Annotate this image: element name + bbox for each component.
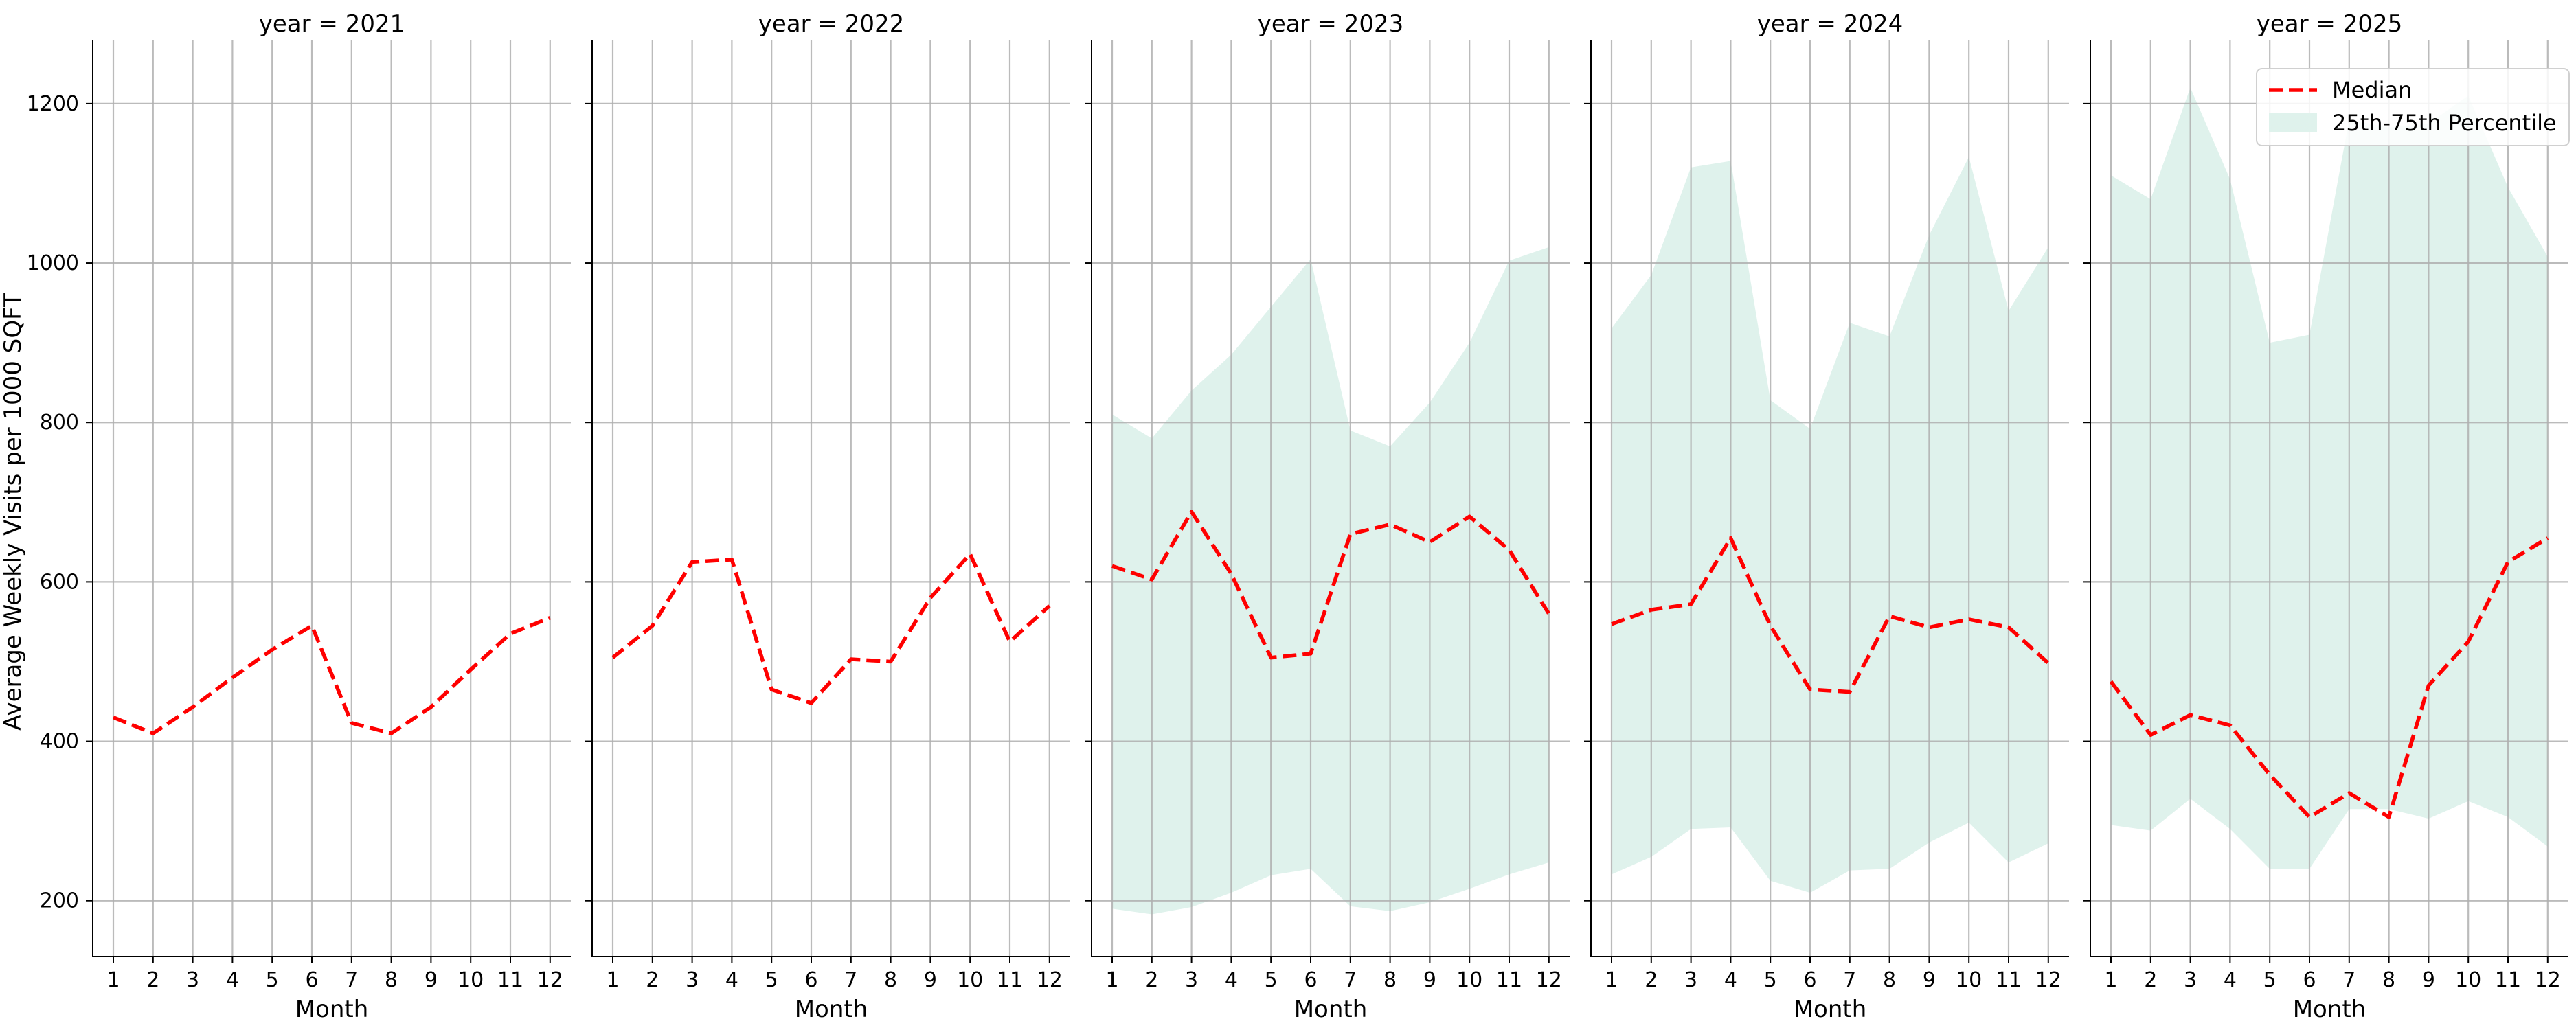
x-tick-label: 4 xyxy=(2224,968,2237,992)
y-tick-label: 400 xyxy=(40,730,79,754)
legend-band-swatch xyxy=(2269,113,2317,132)
x-tick-label: 7 xyxy=(2342,968,2355,992)
x-tick-label: 12 xyxy=(2035,968,2061,992)
x-tick-label: 12 xyxy=(537,968,563,992)
x-tick-label: 8 xyxy=(1383,968,1397,992)
x-tick-label: 12 xyxy=(1536,968,1562,992)
x-tick-label: 10 xyxy=(457,968,484,992)
panel-title: year = 2022 xyxy=(758,10,904,38)
x-tick-label: 8 xyxy=(1883,968,1896,992)
x-tick-label: 8 xyxy=(884,968,897,992)
x-tick-label: 5 xyxy=(1265,968,1278,992)
y-tick-label: 1200 xyxy=(27,92,79,116)
x-tick-label: 4 xyxy=(226,968,239,992)
x-tick-label: 10 xyxy=(1956,968,1982,992)
x-tick-label: 6 xyxy=(305,968,318,992)
median-line-3 xyxy=(1111,510,1551,660)
y-axis-label: Average Weekly Visits per 1000 SQFT xyxy=(0,293,27,731)
x-tick-label: 5 xyxy=(765,968,778,992)
panels-layer: 1 2 3 4 5 6 7 8 9 10 11 1220040060080010001200Month… xyxy=(27,10,2568,1023)
x-tick-label: 9 xyxy=(425,968,438,992)
median-line-5 xyxy=(2109,536,2549,819)
legend-box xyxy=(2256,68,2570,146)
x-tick-label: 9 xyxy=(1923,968,1936,992)
y-tick-label: 600 xyxy=(40,570,79,594)
x-tick-label: 4 xyxy=(1225,968,1238,992)
x-tick-label: 5 xyxy=(1764,968,1777,992)
x-tick-label: 12 xyxy=(1037,968,1063,992)
x-tick-label: 1 xyxy=(1105,968,1118,992)
x-tick-label: 10 xyxy=(2455,968,2481,992)
x-axis-label: Month xyxy=(295,996,369,1023)
x-tick-label: 4 xyxy=(1724,968,1737,992)
x-tick-label: 6 xyxy=(804,968,817,992)
x-tick-label: 7 xyxy=(1843,968,1856,992)
percentile-band-4 xyxy=(1612,157,2048,893)
x-tick-label: 9 xyxy=(2422,968,2435,992)
x-tick-label: 10 xyxy=(957,968,983,992)
x-tick-label: 3 xyxy=(1185,968,1198,992)
median-line-1 xyxy=(112,616,551,735)
y-tick-label: 1000 xyxy=(27,251,79,275)
x-tick-label: 12 xyxy=(2535,968,2561,992)
x-axis-label: Month xyxy=(2293,996,2366,1023)
x-tick-label: 2 xyxy=(1645,968,1658,992)
x-tick-label: 5 xyxy=(2263,968,2276,992)
x-tick-label: 11 xyxy=(1996,968,2022,992)
x-tick-label: 7 xyxy=(1344,968,1357,992)
median-line-4 xyxy=(1611,536,2050,694)
legend-median-label: Median xyxy=(2332,77,2412,103)
x-tick-label: 11 xyxy=(497,968,523,992)
x-tick-label: 7 xyxy=(345,968,358,992)
x-axis-label: Month xyxy=(795,996,868,1023)
x-tick-label: 1 xyxy=(2104,968,2117,992)
x-tick-label: 11 xyxy=(997,968,1023,992)
panel-title: year = 2023 xyxy=(1258,10,1403,38)
panel-title: year = 2021 xyxy=(259,10,405,38)
percentile-band-5 xyxy=(2111,87,2548,869)
x-tick-label: 9 xyxy=(924,968,937,992)
x-tick-label: 3 xyxy=(1684,968,1697,992)
x-tick-label: 11 xyxy=(2495,968,2521,992)
panel-1: 1 2 3 4 5 6 7 8 9 10 11 1220040060080010001200Month… xyxy=(27,10,571,1023)
x-tick-label: 8 xyxy=(385,968,398,992)
x-tick-label: 11 xyxy=(1496,968,1522,992)
x-tick-label: 6 xyxy=(1304,968,1317,992)
median-line-2 xyxy=(611,552,1051,705)
x-tick-label: 6 xyxy=(2303,968,2316,992)
x-tick-label: 10 xyxy=(1456,968,1482,992)
x-tick-label: 3 xyxy=(186,968,199,992)
legend-band-label: 25th-75th Percentile xyxy=(2332,110,2557,136)
x-axis-label: Month xyxy=(1294,996,1368,1023)
x-tick-label: 2 xyxy=(646,968,659,992)
x-tick-label: 2 xyxy=(2144,968,2157,992)
x-tick-label: 3 xyxy=(686,968,699,992)
x-tick-label: 2 xyxy=(146,968,159,992)
x-tick-label: 6 xyxy=(1803,968,1816,992)
x-tick-label: 1 xyxy=(606,968,619,992)
x-tick-label: 8 xyxy=(2382,968,2395,992)
x-tick-label: 5 xyxy=(266,968,279,992)
y-tick-label: 800 xyxy=(40,411,79,435)
x-tick-label: 3 xyxy=(2184,968,2197,992)
legend: Median 25th-75th Percentile xyxy=(2256,68,2570,146)
panel-title: year = 2024 xyxy=(1757,10,1903,38)
percentile-band-3 xyxy=(1112,247,1549,915)
x-tick-label: 7 xyxy=(844,968,857,992)
x-tick-label: 9 xyxy=(1423,968,1436,992)
x-tick-label: 4 xyxy=(725,968,738,992)
x-tick-label: 1 xyxy=(1605,968,1618,992)
y-tick-label: 200 xyxy=(40,889,79,913)
panel-title: year = 2025 xyxy=(2257,10,2402,38)
x-axis-label: Month xyxy=(1794,996,1867,1023)
x-tick-label: 1 xyxy=(106,968,120,992)
x-tick-label: 2 xyxy=(1145,968,1158,992)
